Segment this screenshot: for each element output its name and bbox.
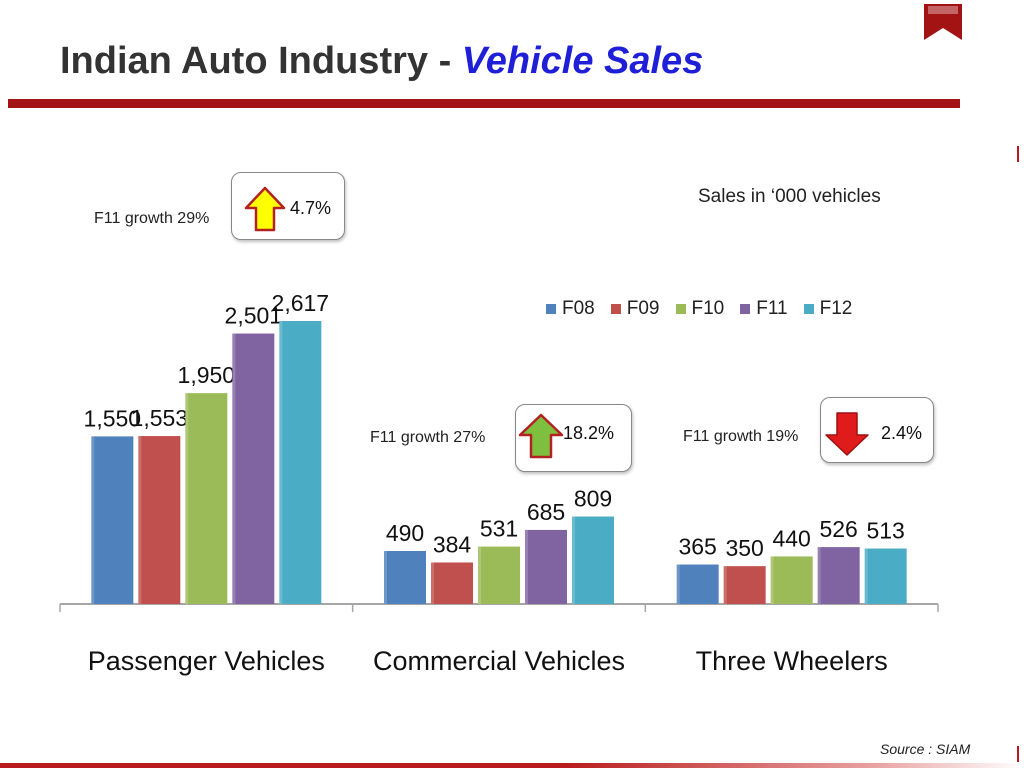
units-note: Sales in ‘000 vehicles: [698, 186, 881, 207]
category-label: Commercial Vehicles: [373, 646, 625, 676]
data-label: 526: [819, 516, 857, 542]
growth-label: F11 growth 27%: [370, 429, 486, 446]
bar-highlight: [91, 436, 95, 604]
bar-highlight: [232, 333, 236, 604]
footer-rule: [0, 763, 1024, 768]
category-label: Passenger Vehicles: [88, 646, 325, 676]
legend-swatch: [546, 304, 556, 314]
margin-marker: [1017, 146, 1019, 162]
bar-f09: [723, 566, 766, 604]
bar-f10: [770, 556, 813, 604]
bar-highlight: [676, 564, 680, 604]
bar-highlight: [572, 516, 575, 604]
page-title: Indian Auto Industry - Vehicle Sales: [60, 40, 703, 83]
bar-f10: [478, 546, 520, 604]
growth-change-value: 4.7%: [290, 198, 332, 218]
data-label: 2,501: [225, 303, 283, 329]
data-label: 685: [527, 499, 565, 525]
bar-f09: [138, 436, 181, 604]
chart-legend: F08 F09 F10 F11 F12: [546, 298, 852, 320]
data-label: 531: [480, 516, 518, 542]
legend-swatch: [675, 304, 686, 314]
legend-label: F09: [626, 298, 660, 319]
legend-label: F10: [691, 298, 725, 319]
up-arrow-icon: [518, 413, 564, 459]
legend-item: F08: [546, 298, 595, 320]
data-label: 809: [574, 486, 612, 512]
title-prefix: Indian Auto Industry -: [60, 40, 462, 82]
growth-callout-box: [231, 172, 345, 240]
data-label: 1,553: [131, 405, 189, 431]
bar-f11: [525, 529, 567, 604]
legend-swatch: [803, 304, 814, 314]
bar-highlight: [185, 393, 189, 604]
bar-f12: [279, 321, 322, 604]
bar-f12: [864, 548, 907, 604]
bar-f08: [676, 564, 719, 604]
bar-highlight: [431, 562, 434, 604]
growth-label: F11 growth 19%: [683, 428, 799, 445]
bar-highlight: [525, 529, 528, 604]
category-label: Three Wheelers: [696, 646, 888, 676]
bar-f12: [572, 516, 614, 604]
legend-item: F11: [740, 298, 788, 320]
source-note: Source : SIAM: [880, 741, 971, 757]
data-label: 1,550: [84, 405, 142, 431]
data-label: 365: [678, 534, 716, 560]
bar-highlight: [279, 321, 283, 604]
title-accent: Vehicle Sales: [461, 40, 704, 82]
bar-f11: [232, 333, 275, 604]
legend-item: F09: [610, 298, 660, 320]
legend-swatch: [610, 304, 621, 314]
up-arrow-icon: [244, 186, 286, 232]
bar-highlight: [817, 547, 821, 604]
down-arrow-icon: [825, 412, 869, 456]
bar-f08: [384, 551, 426, 604]
legend-label: F08: [562, 298, 595, 319]
bar-f10: [185, 393, 228, 604]
bar-f11: [817, 547, 860, 604]
title-underline: [8, 99, 960, 108]
bar-highlight: [723, 566, 727, 604]
data-label: 490: [386, 520, 424, 546]
legend-item: F10: [675, 298, 725, 320]
legend-label: F12: [819, 298, 853, 319]
bar-highlight: [864, 548, 868, 604]
data-label: 440: [772, 525, 810, 551]
legend-swatch: [740, 304, 751, 314]
data-label: 2,617: [272, 290, 330, 316]
growth-label: F11 growth 29%: [94, 210, 210, 227]
legend-item: F12: [803, 298, 853, 320]
bar-highlight: [138, 436, 142, 604]
bar-highlight: [770, 556, 774, 604]
data-label: 350: [725, 535, 763, 561]
data-label: 513: [866, 518, 904, 544]
bar-f08: [91, 436, 134, 604]
legend-label: F11: [756, 298, 788, 319]
growth-change-value: 2.4%: [881, 423, 923, 443]
data-label: 1,950: [178, 362, 236, 388]
bookmark-icon: [924, 4, 962, 40]
bar-f09: [431, 562, 473, 604]
bar-highlight: [384, 551, 387, 604]
bar-highlight: [478, 546, 481, 604]
growth-change-value: 18.2%: [563, 423, 615, 443]
data-label: 384: [433, 531, 472, 557]
margin-marker: [1017, 746, 1019, 762]
